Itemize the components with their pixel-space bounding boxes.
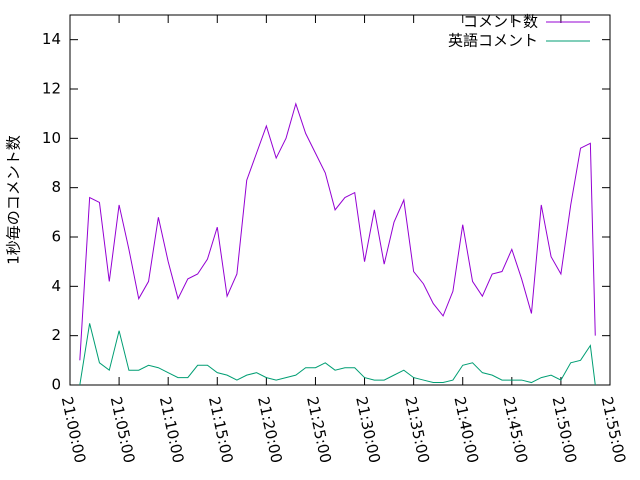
x-tick-label: 21:40:00 bbox=[450, 395, 482, 465]
x-tick-label: 21:10:00 bbox=[156, 395, 188, 465]
y-tick-label: 0 bbox=[51, 376, 61, 394]
x-tick-label: 21:15:00 bbox=[205, 395, 237, 465]
x-tick-label: 21:20:00 bbox=[254, 395, 286, 465]
plot-frame bbox=[69, 14, 611, 386]
legend-label: 英語コメント bbox=[448, 32, 538, 50]
y-tick-label: 8 bbox=[51, 178, 61, 196]
y-axis-label: 1秒毎のコメント数 bbox=[5, 135, 23, 265]
y-tick-label: 14 bbox=[42, 30, 61, 48]
y-tick-label: 12 bbox=[42, 80, 61, 98]
x-tick-label: 21:00:00 bbox=[58, 395, 90, 465]
y-tick-label: 2 bbox=[51, 326, 61, 344]
x-tick-label: 21:50:00 bbox=[549, 395, 581, 465]
series-line bbox=[79, 102, 596, 361]
legend-label: コメント数 bbox=[463, 13, 538, 31]
x-tick-label: 21:25:00 bbox=[303, 395, 335, 465]
y-tick-label: 10 bbox=[42, 129, 61, 147]
x-tick-label: 21:30:00 bbox=[352, 395, 384, 465]
x-tick-label: 21:45:00 bbox=[500, 395, 532, 465]
x-tick-label: 21:35:00 bbox=[401, 395, 433, 465]
x-tick-label: 21:55:00 bbox=[598, 395, 630, 465]
x-tick-label: 21:05:00 bbox=[107, 395, 139, 465]
y-tick-label: 6 bbox=[51, 228, 61, 246]
series-line bbox=[79, 323, 596, 386]
y-tick-label: 4 bbox=[51, 277, 61, 295]
